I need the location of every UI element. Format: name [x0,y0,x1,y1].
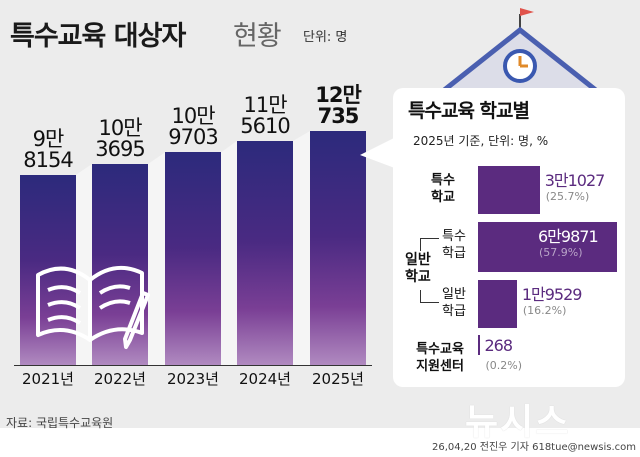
hbar [478,222,617,272]
newsis-logo: 뉴시스 [465,402,571,443]
percent-label: (16.2%) [522,304,567,317]
category-label: 특수교육 지원센터 [416,342,464,374]
category-label: 특수 학급 [442,229,466,261]
bar-2025년 [310,131,366,365]
panel-title: 특수교육 학교별 [408,100,530,122]
school-building-icon [430,8,610,98]
bar-gap-stripe [293,131,310,365]
value-label: 3만1027 [544,171,606,190]
x-tick-label: 2021년 [22,370,74,388]
x-tick-label: 2024년 [239,370,291,388]
open-book-pencil-icon [36,265,150,349]
callout-pointer [360,135,400,170]
percent-label: (57.9%) [539,246,583,259]
bracket-top [420,238,439,251]
category-label: 특수 학교 [431,173,455,205]
category-label: 일반 학급 [442,287,466,319]
bar-value-label: 10만 9703 [168,104,218,150]
page-title-suffix: 현황 [233,21,282,52]
bar-gap-stripe [148,152,165,365]
source-text: 자료: 국립특수교육원 [6,416,114,430]
bar-value-label: 9만 8154 [23,126,73,172]
panel-subtitle: 2025년 기준, 단위: 명, % [413,134,549,148]
percent-label: (0.2%) [485,359,523,372]
credit-text: 26,04,20 전진우 기자 618tue@newsis.com [432,442,636,453]
bar-value-label: 11만 5610 [240,92,290,138]
hbar [478,166,540,214]
value-label: 1만9529 [521,285,583,304]
group-label: 일반 학교 [405,252,431,285]
value-label: 268 [484,336,514,355]
bar-2023년 [165,152,221,365]
hbar [478,335,480,355]
x-tick-label: 2023년 [167,370,219,388]
bar-gap-stripe [221,140,237,365]
percent-label: (25.7%) [545,190,590,203]
x-tick-label: 2022년 [94,370,146,388]
page-title: 특수교육 대상자 [10,21,186,52]
bar-value-label: 10만 3695 [95,116,145,162]
bar-value-label: 12만 735 [315,83,362,128]
x-tick-label: 2025년 [312,370,364,388]
hbar [478,280,517,328]
bar-2024년 [237,140,293,365]
x-axis-line [14,365,372,366]
unit-label: 단위: 명 [303,30,348,45]
bracket-bottom [420,290,439,303]
value-label: 6만9871 [538,227,599,246]
